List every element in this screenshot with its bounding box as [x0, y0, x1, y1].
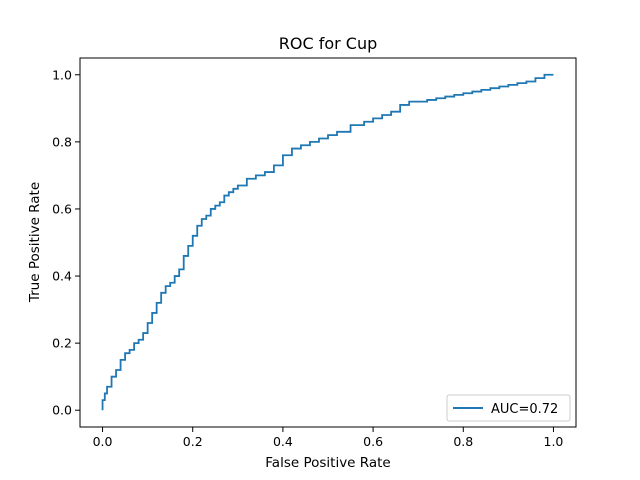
- y-tick-label: 1.0: [52, 67, 72, 82]
- roc-curve-line: [101, 73, 554, 411]
- plot-area: 0.0 0.2 0.4 0.6 0.8 1.0 0.0 0.2 0.4 0.6 0.8 1.0: [52, 57, 577, 449]
- x-axis-ticks: 0.0 0.2 0.4 0.6 0.8 1.0: [93, 427, 564, 449]
- x-tick-label: 0.4: [273, 434, 293, 449]
- legend-box: [446, 394, 571, 422]
- legend: AUC=0.72: [446, 394, 571, 422]
- y-tick-label: 0.6: [52, 201, 72, 216]
- x-axis-label: False Positive Rate: [265, 455, 390, 471]
- y-tick-label: 0.2: [52, 336, 72, 351]
- plot-frame: [79, 57, 577, 428]
- chart-title: ROC for Cup: [279, 34, 378, 53]
- y-tick-label: 0.4: [52, 269, 72, 284]
- x-tick-label: 0.8: [453, 434, 473, 449]
- x-tick-label: 0.2: [183, 434, 203, 449]
- x-tick-label: 0.0: [93, 434, 113, 449]
- x-tick-label: 0.6: [363, 434, 383, 449]
- x-tick-label: 1.0: [544, 434, 564, 449]
- y-axis-ticks: 0.0 0.2 0.4 0.6 0.8 1.0: [52, 67, 80, 418]
- legend-label: AUC=0.72: [491, 402, 558, 417]
- series-layer: [101, 73, 554, 411]
- y-tick-label: 0.8: [52, 134, 72, 149]
- y-axis-label: True Positive Rate: [27, 182, 43, 303]
- y-tick-label: 0.0: [52, 403, 72, 418]
